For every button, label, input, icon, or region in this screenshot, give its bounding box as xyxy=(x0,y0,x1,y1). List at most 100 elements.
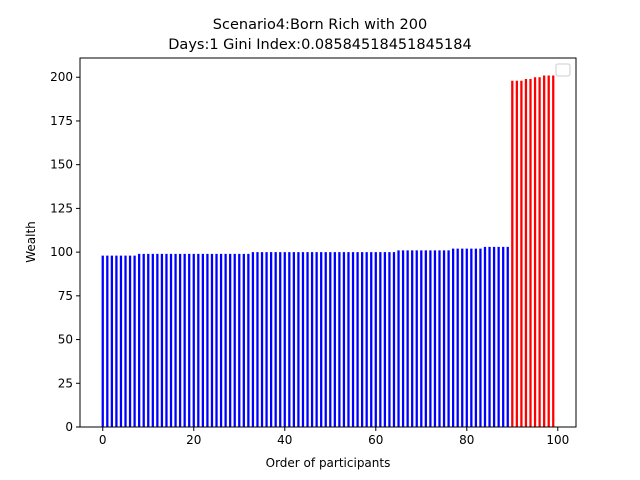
bar-20 xyxy=(192,253,195,427)
bar-12 xyxy=(156,253,159,427)
bar-47 xyxy=(315,252,318,427)
bar-89 xyxy=(506,246,509,427)
bar-1 xyxy=(106,255,109,427)
chart-title-line-1: Scenario4:Born Rich with 200 xyxy=(213,17,427,33)
bar-59 xyxy=(370,252,373,427)
bar-65 xyxy=(397,250,400,427)
y-tick-label: 150 xyxy=(50,158,73,172)
chart-title-line-2: Days:1 Gini Index:0.08584518451845184 xyxy=(168,37,471,53)
bar-57 xyxy=(360,252,364,427)
bar-58 xyxy=(365,252,368,427)
bar-30 xyxy=(238,253,241,427)
bar-0 xyxy=(101,255,104,427)
bar-64 xyxy=(392,252,396,427)
bar-94 xyxy=(529,78,532,428)
bar-53 xyxy=(342,252,346,427)
bar-99 xyxy=(552,75,555,428)
bar-38 xyxy=(274,252,277,427)
bar-52 xyxy=(338,252,341,427)
bar-95 xyxy=(533,77,537,428)
x-tick-label: 20 xyxy=(186,433,201,447)
bar-7 xyxy=(133,255,136,427)
y-tick-label: 25 xyxy=(58,376,73,390)
bar-70 xyxy=(420,250,423,427)
x-axis-ticks: 0 20 40 60 80 100 xyxy=(99,427,569,447)
bar-92 xyxy=(520,80,523,427)
bar-84 xyxy=(483,246,487,427)
bar-97 xyxy=(543,75,546,428)
bar-80 xyxy=(465,248,468,427)
x-axis-label: Order of participants xyxy=(266,456,391,470)
bar-25 xyxy=(215,253,218,427)
bar-37 xyxy=(269,252,273,427)
bars xyxy=(101,75,555,428)
bar-67 xyxy=(406,250,409,427)
bar-22 xyxy=(201,253,204,427)
x-tick-label: 80 xyxy=(459,433,474,447)
bar-79 xyxy=(461,248,464,427)
bar-96 xyxy=(538,77,541,428)
bar-17 xyxy=(178,253,182,427)
bar-18 xyxy=(183,253,186,427)
bar-51 xyxy=(333,252,336,427)
bar-48 xyxy=(320,252,323,427)
bar-41 xyxy=(288,252,291,427)
bar-50 xyxy=(329,252,332,427)
x-tick-label: 40 xyxy=(277,433,292,447)
bar-49 xyxy=(324,252,327,427)
bar-44 xyxy=(301,252,305,427)
bar-14 xyxy=(165,253,168,427)
bar-4 xyxy=(119,255,123,427)
bar-5 xyxy=(124,255,127,427)
bar-11 xyxy=(151,253,154,427)
bar-72 xyxy=(429,250,432,427)
bar-33 xyxy=(251,252,255,427)
bar-87 xyxy=(497,246,500,427)
y-tick-label: 200 xyxy=(50,70,73,84)
bar-73 xyxy=(433,250,437,427)
bar-98 xyxy=(547,75,550,428)
plot-frame xyxy=(79,57,577,428)
bar-10 xyxy=(147,253,150,427)
bar-69 xyxy=(415,250,418,427)
bar-60 xyxy=(374,252,377,427)
x-tick-label: 100 xyxy=(546,433,569,447)
bar-62 xyxy=(383,252,387,427)
bar-35 xyxy=(260,252,264,427)
bar-56 xyxy=(356,252,359,427)
y-tick-label: 125 xyxy=(50,201,73,215)
x-tick-label: 60 xyxy=(368,433,383,447)
bar-19 xyxy=(188,253,191,427)
bar-78 xyxy=(456,248,459,427)
bar-27 xyxy=(224,253,227,427)
bar-85 xyxy=(488,246,491,427)
bar-39 xyxy=(279,252,282,427)
bar-90 xyxy=(511,80,514,427)
bar-8 xyxy=(138,253,141,427)
y-tick-label: 50 xyxy=(58,333,73,347)
bar-46 xyxy=(310,252,314,427)
y-axis-label: Wealth xyxy=(24,221,38,263)
y-axis-ticks: 0 25 50 75 100 125 150 175 200 xyxy=(50,70,80,434)
bar-3 xyxy=(115,255,118,427)
bar-71 xyxy=(424,250,427,427)
bar-93 xyxy=(524,78,528,428)
bar-86 xyxy=(492,246,496,427)
bar-54 xyxy=(347,252,350,427)
bar-76 xyxy=(447,250,450,427)
bar-24 xyxy=(210,253,214,427)
x-tick-label: 0 xyxy=(99,433,107,447)
bar-2 xyxy=(110,255,113,427)
bar-75 xyxy=(442,250,446,427)
bar-6 xyxy=(128,255,132,427)
bar-15 xyxy=(169,253,173,427)
bar-21 xyxy=(197,253,200,427)
y-tick-label: 100 xyxy=(50,245,73,259)
bar-26 xyxy=(219,253,223,427)
legend-box xyxy=(555,63,571,77)
bar-40 xyxy=(283,252,286,427)
bar-9 xyxy=(142,253,145,427)
bar-31 xyxy=(242,253,245,427)
bar-77 xyxy=(452,248,455,427)
